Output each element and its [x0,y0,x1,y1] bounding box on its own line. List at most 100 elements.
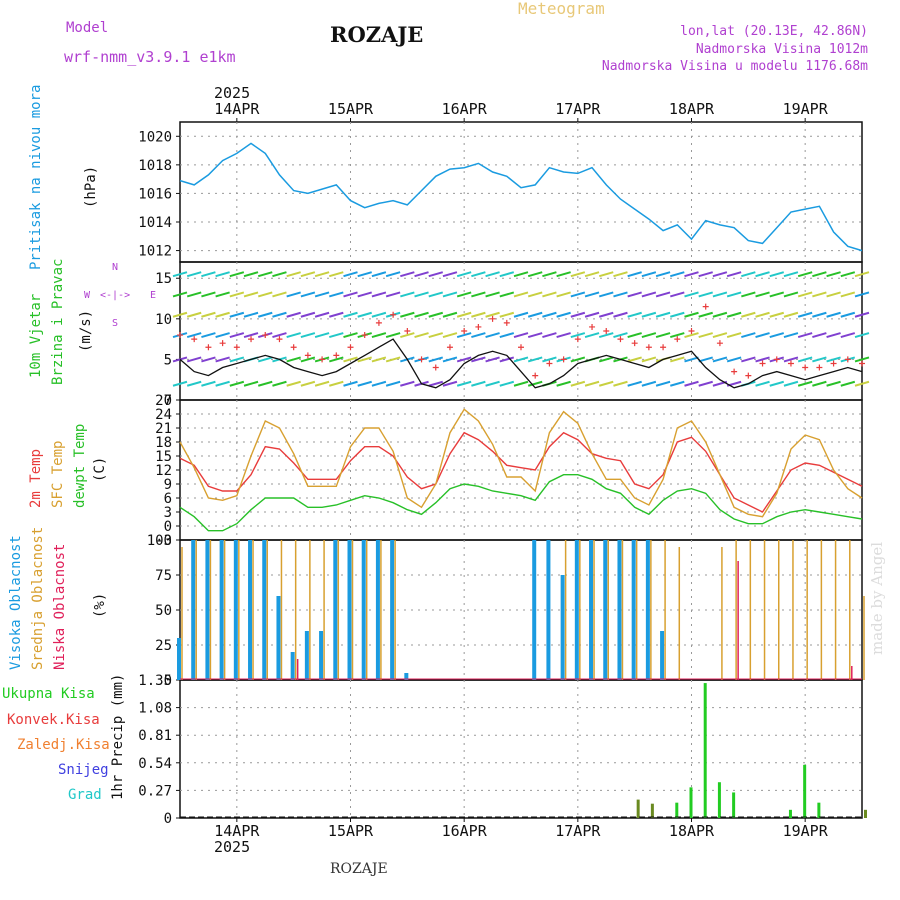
wind-arrow [329,311,344,318]
cloud-high-bar [347,540,352,680]
y-tick-label: 25 [155,638,172,654]
y-tick-label: 15 [155,271,172,287]
wind-gust-marker [404,328,411,334]
wind-arrow [570,271,586,278]
temp-sfc-line [179,408,863,518]
panel-frame [179,539,863,681]
year-top: 2025 [214,84,251,102]
wind-gust-marker [432,364,439,371]
wind-arrow [613,291,628,298]
y-tick-label: 100 [147,533,172,549]
wind-arrow [698,380,713,387]
panel-frame [179,399,863,541]
wind-arrow [513,380,529,387]
wind-arrow [385,271,401,278]
wind-arrow [286,356,301,363]
precip-total-bar [788,809,792,818]
cloud-high-bar [589,540,594,680]
wind-arrow [201,271,216,278]
wind-arrow [243,291,259,298]
cloud-high-bar [233,540,238,680]
wind-arrow [400,291,415,298]
wind-arrow [400,332,415,339]
wind-gust-marker [731,368,738,375]
wind-arrow [826,311,841,318]
wind-arrow [400,271,415,278]
wind-arrow [513,291,529,298]
wind-gust-marker [688,328,695,334]
cloud-high-bar [574,540,579,680]
wind-arrow [229,356,245,363]
wind-arrow [357,291,372,298]
wind-arrow [812,380,827,387]
wind-arrow [385,291,401,298]
date-label-top: 17APR [555,100,601,118]
wind-arrow [726,311,742,318]
model-name: wrf-nmm_v3.9.1 e1km [64,48,236,66]
wind-arrow [627,291,642,298]
wind-gust-marker [219,340,226,347]
wind-gust-marker [503,319,510,326]
wind-arrow [655,291,671,298]
wind-arrow [684,311,699,318]
y-tick-label: 21 [155,421,172,437]
wind-arrow [684,271,699,278]
wind-arrow [314,271,330,278]
cloud-high-bar [390,540,395,680]
wind-arrow [527,380,543,387]
wind-arrow [627,356,642,363]
wind-arrow [442,356,458,363]
lonlat-label: lon,lat (20.13E, 42.86N) [680,24,868,39]
wind-gust-marker [262,332,269,339]
wind-arrow [570,356,586,363]
wind-arrow [854,291,870,298]
wind-arrow [499,271,515,278]
wind-arrow [371,332,387,339]
wind-arrow [670,356,685,363]
wind-arrow [598,271,614,278]
y-tick-label: 1012 [138,244,172,260]
y-tick-label: 1.35 [138,673,172,689]
panel-frame [179,121,863,263]
wind-arrow [797,356,813,363]
wind-arrow [598,311,614,318]
cloud-high-bar [560,575,565,680]
wind-arrow [698,271,713,278]
wind-arrow [201,291,216,298]
wind-arrow [726,271,742,278]
wind-arrow [556,291,571,298]
y-tick-label: 24 [155,407,172,423]
wind-arrow [655,271,671,278]
cloud-high-bar [319,631,324,680]
wind-arrow [513,311,529,318]
cloud-high-bar [660,631,665,680]
wind-arrow [471,311,486,318]
wind-arrow [783,380,799,387]
wind-arrow [655,332,671,339]
wind-arrow [812,271,827,278]
wind-gust-marker [660,344,667,351]
wind-arrow [726,291,742,298]
wind-arrow [371,356,387,363]
y-tick-label: 0 [164,393,172,409]
wind-arrow [329,332,344,339]
wind-arrow [542,311,557,318]
wind-arrow [201,380,216,387]
wind-arrow [556,311,571,318]
temp-dewpt-line [179,474,863,532]
y-tick-label: 15 [155,449,172,465]
wind-gust-marker [290,344,297,351]
wind-arrow [741,311,756,318]
wind-arrow [471,271,486,278]
wind-arrow [712,291,728,298]
wind-arrow [712,332,728,339]
wind-arrow [712,271,728,278]
wind-arrow [300,291,316,298]
wind-arrow [840,380,856,387]
cloud-high-bar [375,540,380,680]
wind-arrow [797,291,813,298]
date-label-top: 18APR [669,100,715,118]
cloud-high-bar [177,638,181,680]
wind-arrow [442,311,458,318]
wind-gust-marker [461,328,468,334]
